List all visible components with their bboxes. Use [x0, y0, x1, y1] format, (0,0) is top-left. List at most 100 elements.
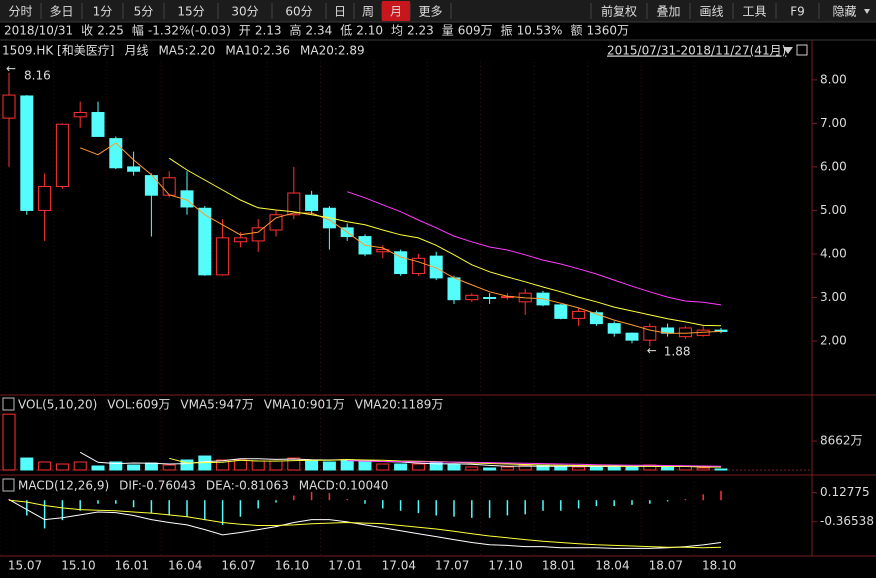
info-value: 609万 [458, 24, 493, 38]
annotation-arrow: ← [647, 344, 657, 358]
candle-body [394, 251, 408, 275]
ma-line [168, 157, 722, 327]
x-tick-label: 16.07 [221, 559, 255, 573]
volume-bar [500, 466, 514, 471]
candle-body [465, 294, 479, 301]
volume-bar [465, 466, 479, 471]
y-tick-label: 4.00 [820, 246, 847, 260]
x-tick-label: 15.10 [61, 559, 95, 573]
legend-entry: VMA10:901万 [264, 398, 345, 412]
info-value: 2.34 [306, 24, 333, 38]
toolbar-button[interactable]: 5分 [134, 5, 154, 19]
info-value: -1.32%(-0.03) [148, 24, 231, 38]
candle-body [643, 326, 657, 341]
y-tick-label: 8.00 [820, 72, 847, 86]
volume-bar [91, 465, 105, 471]
x-tick-label: 16.10 [275, 559, 309, 573]
volume-bar [38, 461, 52, 471]
x-tick-label: 16.04 [168, 559, 202, 573]
candle-body [91, 111, 105, 137]
toolbar-button[interactable]: 30分 [231, 5, 258, 19]
candle-body [447, 277, 461, 301]
legend-entry: VOL:609万 [107, 398, 170, 412]
info-label: 量 [442, 24, 454, 38]
volume-bar [340, 459, 354, 471]
candle-body [305, 194, 319, 211]
candle-body [287, 192, 301, 216]
candle-body [216, 237, 230, 276]
toolbar-button[interactable]: 日 [334, 5, 346, 19]
candle-body [127, 166, 141, 172]
info-label: 均 [391, 24, 403, 38]
annotation: 8.16 [24, 68, 51, 82]
candle-body [251, 227, 265, 242]
y-tick-label: 7.00 [820, 116, 847, 130]
toolbar-button[interactable]: 工具 [742, 5, 766, 19]
x-tick-label: 17.07 [435, 559, 469, 573]
info-label: 开 [239, 24, 251, 38]
candle-body [2, 94, 16, 119]
dropdown-icon[interactable] [783, 47, 793, 54]
x-tick-label: 18.01 [542, 559, 576, 573]
candle-body [589, 312, 603, 325]
volume-bar [233, 459, 247, 471]
volume-bar [73, 461, 87, 471]
candle-body [607, 323, 621, 334]
toolbar-button[interactable]: 前复权 [601, 4, 637, 19]
toolbar-button[interactable]: 分时 [8, 5, 32, 19]
volume-bar [447, 463, 461, 471]
volume-bar [358, 460, 372, 471]
volume-bar [518, 464, 532, 471]
info-value: 2.10 [356, 24, 383, 38]
candle-body [483, 296, 497, 299]
volume-bar [127, 464, 141, 471]
volume-bar [287, 457, 301, 471]
toolbar-button[interactable]: 叠加 [656, 5, 680, 19]
toolbar-button[interactable]: 1分 [93, 5, 113, 19]
legend-entry: 月线 [124, 44, 148, 58]
legend-entry: DEA:-0.81063 [206, 479, 289, 493]
volume-bar [305, 460, 319, 471]
candle-body [198, 207, 212, 276]
toolbar-button[interactable]: 15分 [177, 5, 204, 19]
volume-bar [322, 461, 336, 471]
candle-body [144, 175, 158, 196]
legend-entry: 1509.HK [和美医疗] [2, 44, 114, 58]
toolbar-button[interactable]: 多日 [49, 5, 73, 19]
legend-entry: MA5:2.20 [158, 44, 215, 58]
toolbar-button[interactable]: 更多 [418, 5, 442, 19]
toolbar-button[interactable]: 月 [390, 5, 402, 19]
candle-body [429, 255, 443, 279]
info-value: 10.53% [517, 24, 563, 38]
x-tick-label: 17.01 [328, 559, 362, 573]
toolbar-button[interactable]: 画线 [699, 5, 723, 19]
legend-entry: VMA20:1189万 [355, 398, 444, 412]
info-value: 2.23 [407, 24, 434, 38]
candle-body [572, 310, 586, 319]
volume-bar [55, 463, 69, 471]
y-tick-label: 8662万 [820, 434, 863, 448]
info-label: 额 [570, 24, 582, 38]
toolbar-button[interactable]: 周 [362, 5, 374, 19]
hide-arrow[interactable] [864, 9, 870, 14]
volume-bar [429, 462, 443, 471]
legend-entry: VMA5:947万 [180, 398, 253, 412]
volume-bar [269, 460, 283, 471]
volume-bar [144, 462, 158, 471]
volume-bar [411, 463, 425, 471]
info-value: 2.25 [97, 24, 124, 38]
toolbar-button[interactable]: 60分 [285, 5, 312, 19]
date-range[interactable]: 2015/07/31-2018/11/27(41月) [607, 44, 786, 58]
toolbar-button[interactable]: 隐藏 [832, 5, 856, 19]
volume-bar [376, 463, 390, 471]
toolbar-button[interactable]: F9 [790, 5, 805, 19]
candle-body [55, 123, 69, 187]
info-label: 高 [290, 23, 302, 38]
y-tick-label: 3.00 [820, 290, 847, 304]
help-icon[interactable] [2, 478, 15, 492]
help-icon[interactable] [2, 397, 15, 411]
x-tick-label: 15.07 [8, 559, 42, 573]
window-icon[interactable] [796, 44, 808, 56]
